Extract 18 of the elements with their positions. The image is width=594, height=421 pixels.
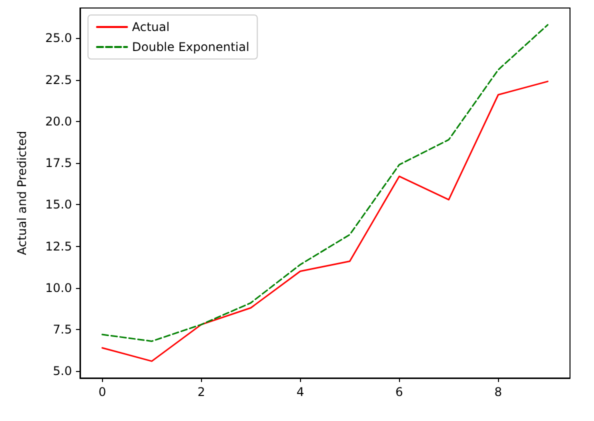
y-tick-label: 25.0 bbox=[45, 31, 72, 46]
y-tick-label: 22.5 bbox=[45, 72, 72, 87]
y-tick-label: 10.0 bbox=[45, 280, 72, 295]
x-tick-label: 0 bbox=[98, 385, 106, 399]
x-tick-label: 4 bbox=[296, 385, 304, 399]
x-tick-label: 2 bbox=[197, 385, 206, 399]
y-tick-label: 12.5 bbox=[45, 239, 72, 254]
line-series bbox=[102, 80, 548, 362]
x-tick-label: 6 bbox=[395, 385, 404, 399]
y-tick-label: 17.5 bbox=[45, 156, 72, 170]
y-tick-label: 15.0 bbox=[45, 198, 72, 212]
legend-label: Actual bbox=[132, 20, 170, 34]
y-tick-label: 7.5 bbox=[52, 322, 72, 337]
y-axis-title: Actual and Predicted bbox=[15, 130, 29, 256]
y-tick-label: 5.0 bbox=[52, 364, 72, 378]
legend-label: Double Exponential bbox=[132, 40, 250, 54]
y-tick-label: 20.0 bbox=[45, 114, 72, 128]
x-tick-label: 8 bbox=[494, 385, 502, 399]
